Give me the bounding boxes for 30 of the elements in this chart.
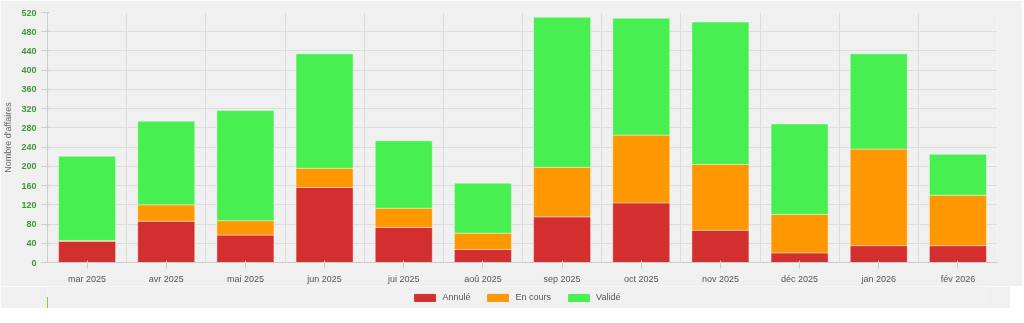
x-tick-label: aoû 2025 bbox=[464, 273, 502, 284]
y-tick-label: 280 bbox=[21, 122, 37, 133]
y-tick-label: 360 bbox=[21, 84, 37, 95]
y-tick-label: 320 bbox=[21, 103, 37, 114]
x-tick-label: nov 2025 bbox=[701, 273, 739, 284]
y-tick-label: 400 bbox=[21, 65, 37, 76]
x-tick-label: avr 2025 bbox=[148, 273, 184, 284]
y-tick-label: 0 bbox=[31, 257, 37, 268]
x-tick-label: fév 2026 bbox=[940, 273, 976, 284]
y-tick-label: 200 bbox=[21, 161, 37, 172]
y-tick-label: 440 bbox=[21, 45, 37, 56]
y-tick-label: 40 bbox=[26, 238, 37, 249]
y-tick-label: 520 bbox=[21, 7, 37, 18]
x-tick-label: jan 2026 bbox=[860, 273, 897, 284]
legend-label: Annulé bbox=[442, 292, 471, 302]
legend-label: Validé bbox=[596, 292, 621, 302]
y-tick-label: 120 bbox=[21, 199, 37, 210]
x-tick-label: oct 2025 bbox=[623, 273, 659, 284]
x-tick-label: mar 2025 bbox=[68, 273, 107, 284]
x-tick-label: jun 2025 bbox=[306, 273, 342, 284]
y-tick-label: 80 bbox=[26, 219, 37, 230]
x-tick-label: mai 2025 bbox=[226, 273, 264, 284]
x-tick-label: sep 2025 bbox=[543, 273, 581, 284]
legend-label: En cours bbox=[515, 292, 552, 302]
y-tick-label: 160 bbox=[21, 180, 37, 191]
y-tick-label: 240 bbox=[21, 142, 37, 153]
x-tick-label: déc 2025 bbox=[781, 273, 819, 284]
x-tick-label: jui 2025 bbox=[386, 273, 420, 284]
y-tick-label: 480 bbox=[21, 26, 37, 37]
y-axis-title: Nombre d'affaires bbox=[3, 101, 14, 173]
